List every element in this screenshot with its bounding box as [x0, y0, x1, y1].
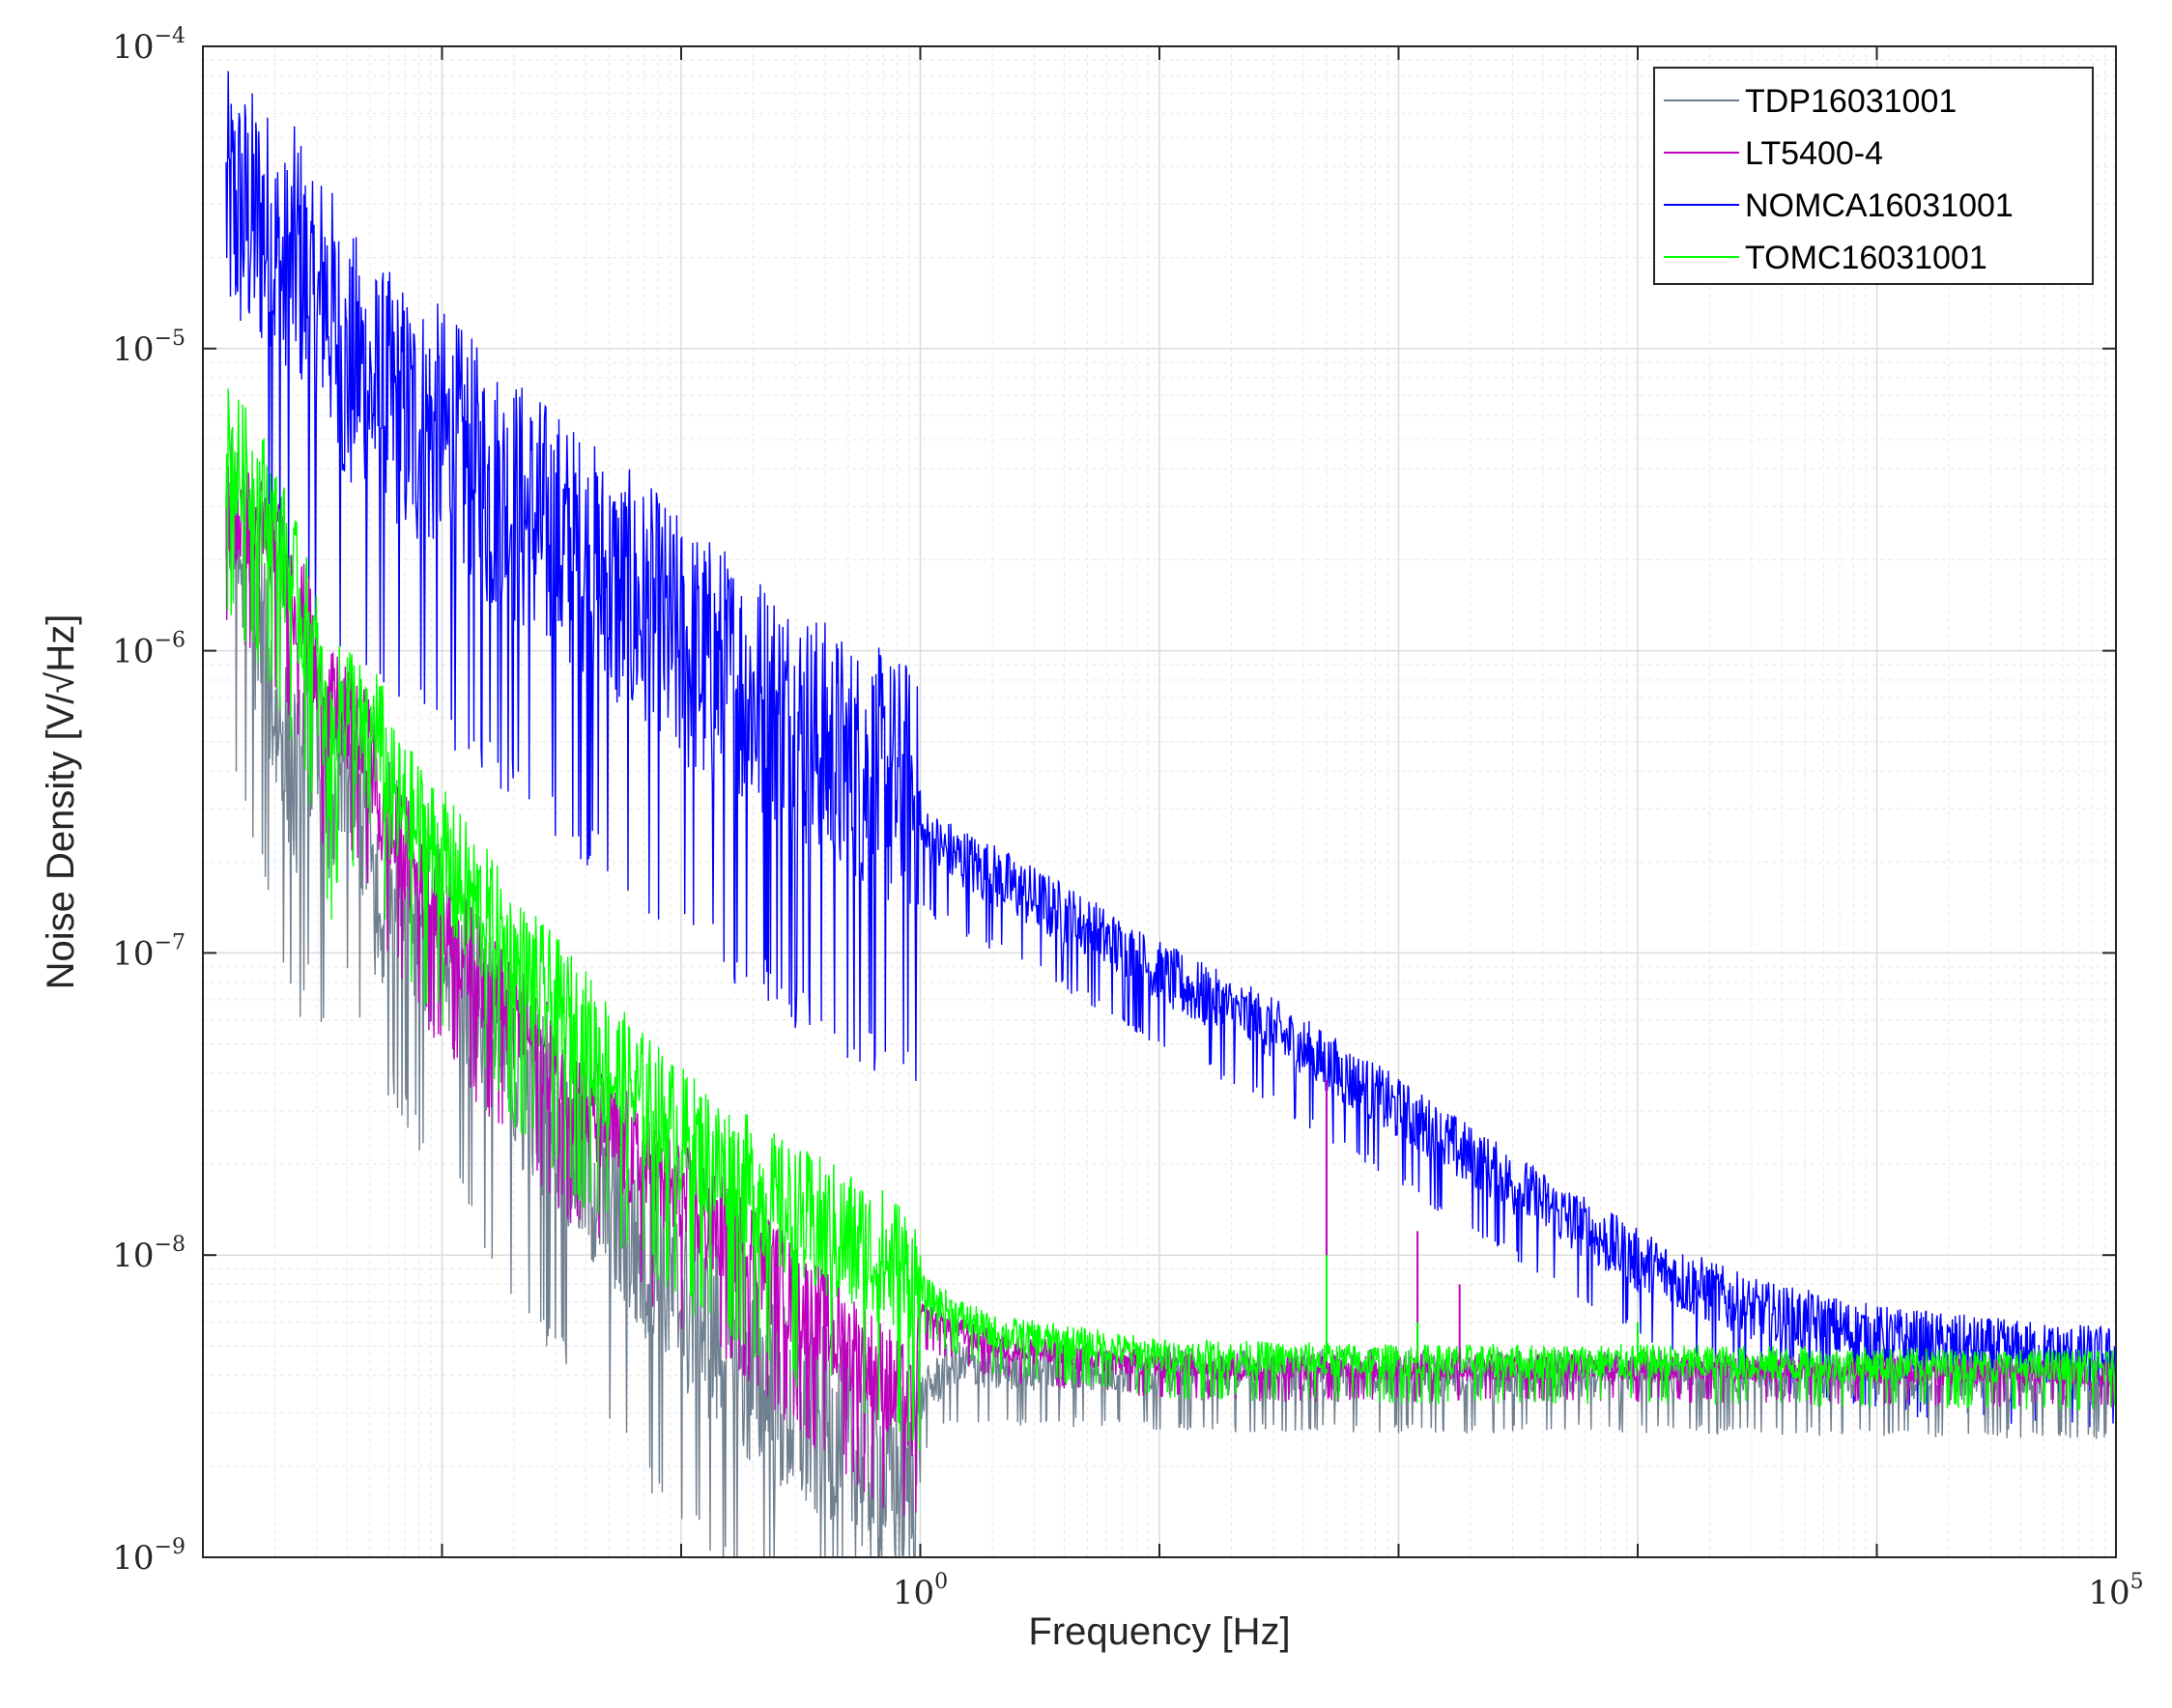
y-tick-label: 10−4	[112, 24, 186, 67]
series-line-nomca16031001	[225, 71, 2117, 1428]
y-axis-label: Noise Density [V/√Hz]	[40, 614, 82, 990]
legend-label-nomca16031001: NOMCA16031001	[1745, 187, 2014, 224]
y-tick-label: 10−6	[112, 629, 186, 671]
y-tick-labels: 10−910−810−710−610−510−4	[112, 24, 186, 1578]
legend: TDP16031001 LT5400-4 NOMCA16031001 TOMC1603…	[1653, 67, 2094, 285]
legend-label-tomc16031001: TOMC16031001	[1745, 240, 1987, 276]
series-layer	[225, 71, 2117, 1558]
legend-label-tdp16031001: TDP16031001	[1745, 83, 1957, 120]
x-axis-label: Frequency [Hz]	[1028, 1610, 1290, 1653]
tick-marks	[202, 45, 2117, 1558]
legend-label-lt5400-4: LT5400-4	[1745, 135, 1883, 172]
legend-box	[1653, 67, 2094, 285]
series-line-tomc16031001	[225, 388, 2117, 1451]
